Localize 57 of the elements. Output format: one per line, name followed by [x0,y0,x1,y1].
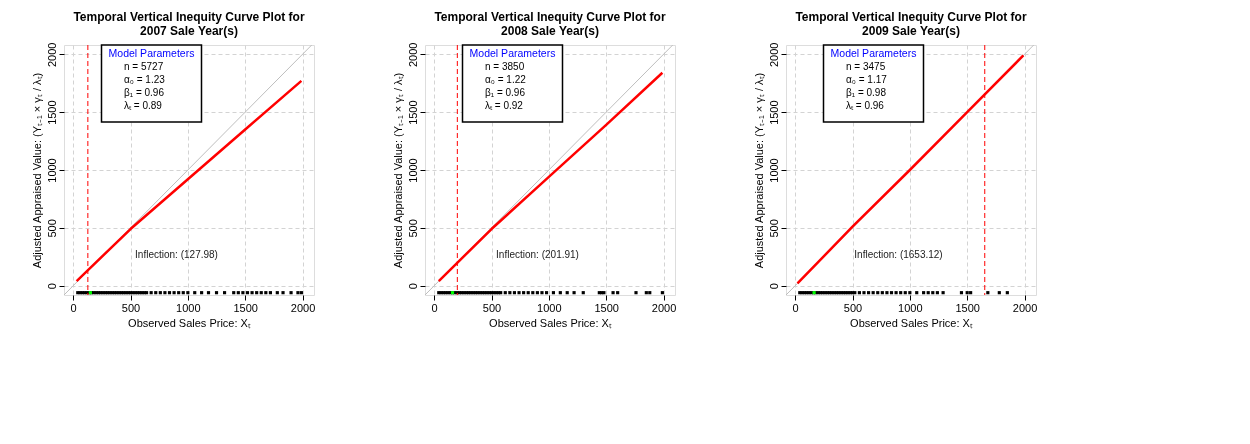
annotation: n = 3850 [485,61,525,72]
x-tick-label: 0 [70,301,77,314]
annotation: β₁ = 0.96 [124,87,165,98]
x-tick-label: 0 [431,301,438,314]
y-tick-label: 1000 [767,158,780,183]
y-tick-label: 1500 [45,100,58,125]
annotation: Model Parameters [830,47,917,59]
chart-title: Temporal Vertical Inequity Curve Plot for 2009 Sale Year(s) [795,10,1027,39]
annotation: α₀ = 1.23 [124,74,166,85]
annotation: n = 5727 [124,61,164,72]
x-tick-label: 1000 [537,301,562,314]
y-tick-label: 500 [406,219,419,238]
x-tick-label: 1000 [898,301,923,314]
x-axis-title: Observed Sales Price: Xₜ [128,316,251,329]
annotation: λₜ = 0.96 [846,100,885,111]
x-tick-label: 2000 [1012,301,1038,314]
y-tick-label: 500 [767,219,780,238]
x-tick-label: 500 [843,301,863,314]
y-tick-label: 0 [767,283,780,290]
y-tick-label: 2000 [767,42,780,67]
y-axis-title: Adjusted Appraised Value: (Yₜ₋₁ × γₜ / λₜ) [391,72,404,269]
annotation: n = 3475 [846,61,886,72]
x-tick-label: 2000 [651,301,677,314]
x-tick-label: 2000 [290,301,316,314]
annotation: Model Parameters [469,47,556,59]
y-axis-title: Adjusted Appraised Value: (Yₜ₋₁ × γₜ / λₜ) [30,72,43,269]
x-tick-label: 1500 [594,301,619,314]
annotation: λₜ = 0.92 [485,100,524,111]
annotation: Inflection: (201.91) [496,249,579,260]
x-axis-title: Observed Sales Price: Xₜ [850,316,973,329]
x-axis-title: Observed Sales Price: Xₜ [489,316,612,329]
annotation: β₁ = 0.96 [485,87,526,98]
y-tick-label: 1000 [406,158,419,183]
x-tick-label: 1500 [955,301,980,314]
y-tick-label: 1500 [767,100,780,125]
y-tick-label: 0 [45,283,58,290]
annotation: Inflection: (1653.12) [854,249,943,260]
annotation: β₁ = 0.98 [846,87,887,98]
x-tick-label: 1500 [233,301,258,314]
x-tick-label: 1000 [176,301,201,314]
y-tick-label: 0 [406,283,419,290]
x-tick-label: 0 [792,301,799,314]
annotation: λₜ = 0.89 [124,100,163,111]
annotation: α₀ = 1.22 [485,74,527,85]
chart-title: Temporal Vertical Inequity Curve Plot for 2008 Sale Year(s) [434,10,666,39]
y-tick-label: 2000 [45,42,58,67]
x-tick-label: 500 [121,301,141,314]
annotation: α₀ = 1.17 [846,74,888,85]
y-tick-label: 1500 [406,100,419,125]
y-tick-label: 2000 [406,42,419,67]
annotation: Model Parameters [108,47,195,59]
y-axis-title: Adjusted Appraised Value: (Yₜ₋₁ × γₜ / λₜ) [752,72,765,269]
chart-title: Temporal Vertical Inequity Curve Plot for 2007 Sale Year(s) [73,10,305,39]
annotation: Inflection: (127.98) [135,249,218,260]
y-tick-label: 1000 [45,158,58,183]
x-tick-label: 500 [482,301,502,314]
y-tick-label: 500 [45,219,58,238]
